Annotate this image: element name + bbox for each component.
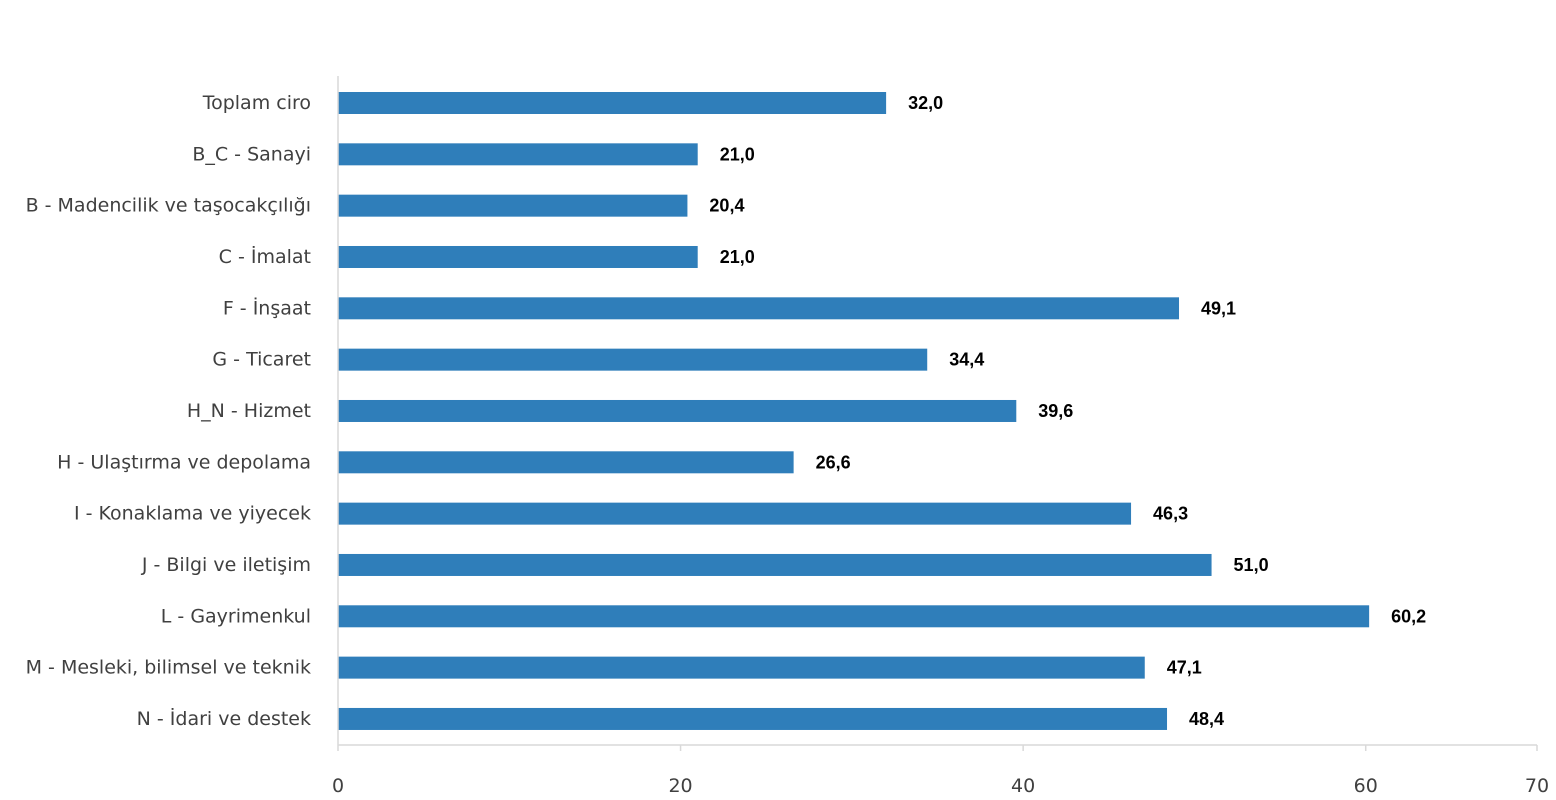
x-tick-label: 70 — [1525, 775, 1549, 797]
bar-2 — [338, 194, 688, 217]
bar-9 — [338, 553, 1212, 576]
value-label: 47,1 — [1167, 658, 1202, 678]
value-label: 32,0 — [908, 93, 943, 113]
bar-6 — [338, 399, 1017, 422]
x-tick-label: 60 — [1354, 775, 1378, 797]
value-label: 26,6 — [816, 452, 851, 472]
bars-layer — [338, 92, 1370, 730]
bar-10 — [338, 605, 1370, 628]
category-label: N - İdari ve destek — [137, 707, 311, 730]
category-label: Toplam ciro — [202, 92, 311, 114]
x-tick-label: 40 — [1011, 775, 1035, 797]
value-label: 21,0 — [720, 144, 755, 164]
value-label: 20,4 — [709, 196, 744, 216]
category-label: F - İnşaat — [223, 296, 311, 319]
value-label: 46,3 — [1153, 504, 1188, 524]
value-label: 21,0 — [720, 247, 755, 267]
category-label: B - Madencilik ve taşocakçılığı — [26, 195, 311, 217]
bar-7 — [338, 451, 794, 474]
value-label: 34,4 — [949, 350, 984, 370]
bar-5 — [338, 348, 928, 371]
category-label: M - Mesleki, bilimsel ve teknik — [26, 657, 311, 679]
value-label: 60,2 — [1391, 606, 1426, 626]
bar-4 — [338, 297, 1180, 320]
category-label: L - Gayrimenkul — [161, 605, 311, 627]
bar-12 — [338, 707, 1168, 730]
category-label: G - Ticaret — [212, 349, 311, 371]
value-labels: 32,0 21,0 20,4 21,0 49,1 34,4 39,6 26,6 46,3 51,0… — [709, 93, 1426, 729]
axes — [337, 76, 1538, 751]
value-label: 49,1 — [1201, 298, 1236, 318]
x-tick-labels: 0 20 40 60 70 — [332, 775, 1549, 797]
value-label: 48,4 — [1189, 709, 1224, 729]
x-tick-label: 20 — [668, 775, 692, 797]
category-label: H - Ulaştırma ve depolama — [57, 451, 311, 473]
x-tick-label: 0 — [332, 775, 344, 797]
bar-8 — [338, 502, 1132, 525]
bar-11 — [338, 656, 1145, 679]
category-label: C - İmalat — [219, 245, 311, 268]
category-label: B_C - Sanayi — [192, 143, 311, 165]
bar-0 — [338, 92, 887, 114]
category-labels: Toplam ciro B_C - Sanayi B - Madencilik ve… — [26, 92, 311, 730]
category-label: J - Bilgi ve iletişim — [141, 554, 311, 576]
value-label: 39,6 — [1038, 401, 1073, 421]
category-label: H_N - Hizmet — [187, 400, 311, 422]
bar-1 — [338, 143, 698, 166]
value-label: 51,0 — [1234, 555, 1269, 575]
category-label: I - Konaklama ve yiyecek — [74, 503, 311, 525]
bar-3 — [338, 245, 698, 268]
